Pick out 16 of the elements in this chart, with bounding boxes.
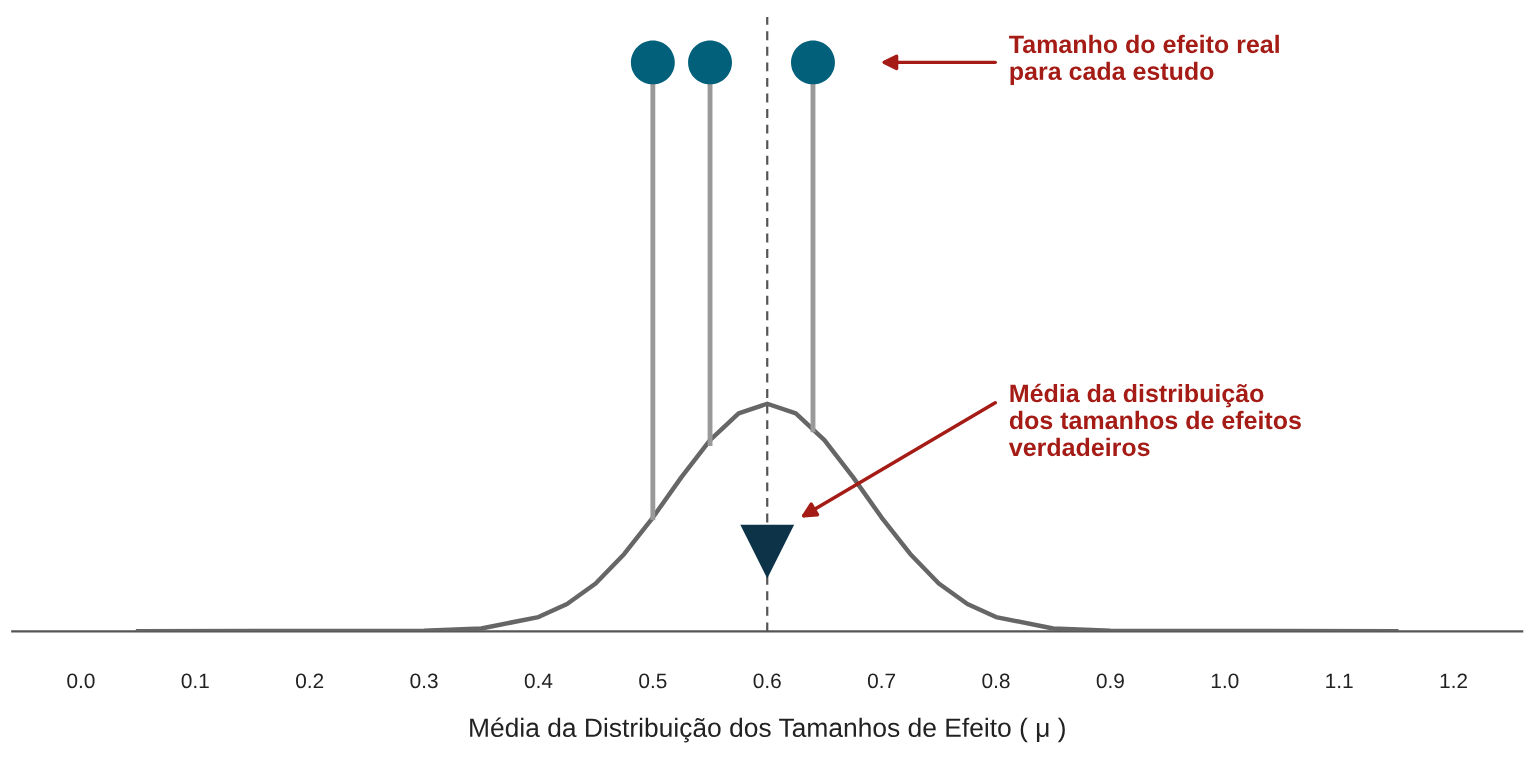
annotation: Tamanho do efeito real para cada estudo bbox=[1009, 34, 1279, 86]
x-tick-label: 0.3 bbox=[410, 673, 438, 689]
x-tick-label: 0.2 bbox=[296, 673, 324, 689]
x-tick-label: 0.7 bbox=[867, 673, 896, 689]
x-tick-label: 0.4 bbox=[524, 673, 553, 689]
x-tick-label: 0.5 bbox=[639, 673, 667, 689]
x-tick-label: 1.2 bbox=[1440, 673, 1467, 689]
x-tick-label: 1.0 bbox=[1211, 673, 1239, 689]
x-tick-label: 1.1 bbox=[1326, 673, 1353, 689]
x-tick-label: 0.8 bbox=[982, 673, 1010, 689]
x-tick-label: 0.1 bbox=[181, 673, 209, 689]
x-tick-label: 0.0 bbox=[67, 673, 95, 689]
x-tick-label: 0.6 bbox=[753, 673, 781, 689]
x-axis-title: Média da Distribuição dos Tamanhos de Efeito ( μ ) bbox=[470, 717, 1065, 743]
annotation: Média da distribuição dos tamanhos de efeitos verdadeiros bbox=[1008, 383, 1301, 457]
x-tick-label: 0.9 bbox=[1096, 673, 1124, 689]
